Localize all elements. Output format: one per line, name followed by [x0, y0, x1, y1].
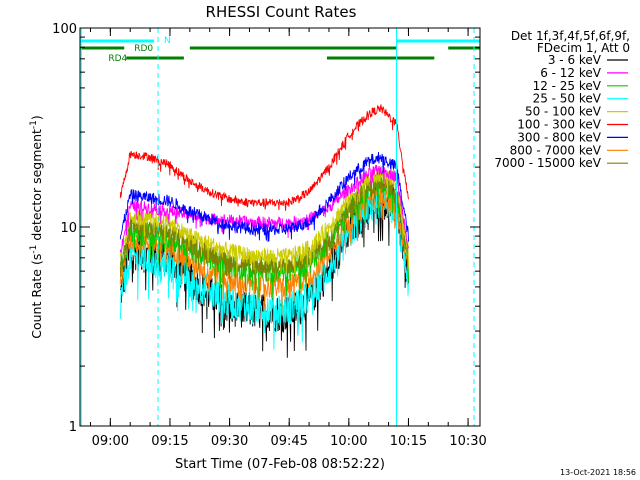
- y-axis-label-prefix: Count Rate (s: [29, 254, 44, 339]
- y-axis-label-suffix: ): [29, 115, 44, 120]
- legend-label-6-12-kev: 6 - 12 keV: [540, 66, 602, 80]
- x-tick-label-09-30: 09:30: [211, 434, 248, 449]
- legend-label-800-7000-kev: 800 - 7000 keV: [510, 143, 602, 157]
- y-tick-label-1: 1: [69, 420, 77, 435]
- legend-label-50-100-kev: 50 - 100 keV: [525, 105, 602, 119]
- y-tick-label-100: 100: [52, 22, 77, 37]
- legend-label-7000-15000-kev: 7000 - 15000 keV: [494, 156, 601, 170]
- y-tick-label-10: 10: [60, 221, 77, 236]
- legend-header-line-2: FDecim 1, Att 0: [537, 41, 630, 55]
- rd4-flag-label: RD4: [108, 54, 127, 64]
- x-tick-label-10-00: 10:00: [330, 434, 367, 449]
- legend-label-3-6-kev: 3 - 6 keV: [548, 53, 602, 67]
- y-axis-label-exponent-2: -1: [29, 120, 39, 129]
- legend-header-line-1: Det 1f,3f,4f,5f,6f,9f,: [511, 29, 630, 43]
- x-axis-ticks: 09:00 09:15 09:30 09:45 10:00 10:15 10:30: [89, 28, 487, 449]
- legend-label-25-50-kev: 25 - 50 keV: [533, 92, 602, 106]
- y-axis-ticks: 1 10 100: [52, 22, 480, 435]
- x-tick-label-10-30: 10:30: [449, 434, 486, 449]
- legend-label-100-300-kev: 100 - 300 keV: [517, 118, 601, 132]
- series-traces: [119, 104, 409, 358]
- chart-title: RHESSI Count Rates: [206, 3, 357, 21]
- x-tick-label-09-00: 09:00: [92, 434, 129, 449]
- generation-timestamp: 13-Oct-2021 18:56: [560, 468, 636, 477]
- legend-label-12-25-kev: 12 - 25 keV: [533, 79, 602, 93]
- trace-300-800-kev: [119, 151, 409, 242]
- x-tick-label-10-15: 10:15: [390, 434, 427, 449]
- x-axis-label: Start Time (07-Feb-08 08:52:22): [175, 457, 385, 472]
- y-axis-label: Count Rate (s-1 detector segment-1): [29, 115, 44, 339]
- trace-6-12-kev: [119, 163, 409, 253]
- y-axis-label-exponent: -1: [29, 245, 39, 254]
- rd0-flag-label: RD0: [134, 44, 153, 54]
- legend-label-300-800-kev: 300 - 800 keV: [517, 130, 601, 144]
- trace-100-300-kev: [119, 104, 409, 211]
- y-axis-label-middle: detector segment: [29, 129, 44, 245]
- x-tick-label-09-15: 09:15: [151, 434, 188, 449]
- night-flag-label: N: [164, 36, 171, 46]
- x-tick-label-09-45: 09:45: [270, 434, 307, 449]
